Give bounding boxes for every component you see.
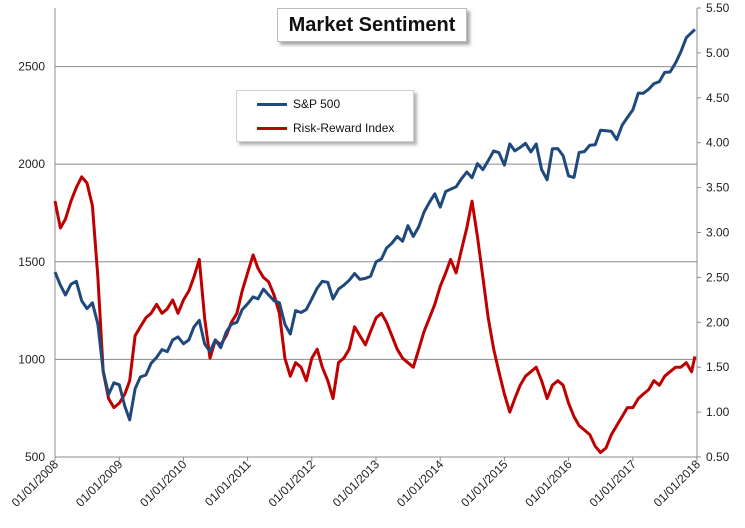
right-tick-label-5: 3.00 — [706, 226, 730, 240]
right-tick-label-8: 4.50 — [706, 91, 730, 105]
series-line-sp500 — [53, 28, 696, 422]
series-layer — [53, 28, 697, 454]
legend-label-sp500: S&P 500 — [293, 97, 341, 111]
x-tick-label-10: 01/01/2018 — [651, 457, 704, 510]
x-tick-label-2: 01/01/2010 — [137, 457, 190, 510]
x-tick-label-9: 01/01/2017 — [587, 457, 640, 510]
series-line-risk-reward — [53, 175, 697, 454]
legend-swatch-risk-reward — [257, 127, 287, 131]
left-tick-label-3: 2000 — [18, 157, 45, 171]
left-axis-ticks: 500 1000 1500 2000 2500 — [18, 60, 45, 464]
left-tick-label-4: 2500 — [18, 60, 45, 74]
x-tick-label-7: 01/01/2015 — [458, 457, 511, 510]
right-tick-label-2: 1.50 — [706, 360, 730, 374]
legend-swatch-sp500 — [257, 103, 287, 107]
x-tick-label-1: 01/01/2009 — [73, 457, 126, 510]
right-tick-label-7: 4.00 — [706, 136, 730, 150]
legend: S&P 500 Risk-Reward Index — [236, 90, 414, 142]
x-tick-label-0: 01/01/2008 — [9, 457, 62, 510]
right-tick-label-10: 5.50 — [706, 1, 730, 15]
right-tick-label-1: 1.00 — [706, 405, 730, 419]
x-tick-label-5: 01/01/2013 — [330, 457, 383, 510]
x-tick-label-6: 01/01/2014 — [394, 457, 447, 510]
right-tick-label-9: 5.00 — [706, 46, 730, 60]
legend-item-risk-reward: Risk-Reward Index — [257, 121, 394, 135]
legend-item-sp500: S&P 500 — [257, 97, 340, 111]
x-axis-ticks: 01/01/2008 01/01/2009 01/01/2010 01/01/2011… — [9, 457, 704, 510]
right-tick-label-3: 2.00 — [706, 315, 730, 329]
x-tick-label-3: 01/01/2011 — [202, 457, 254, 509]
x-tick-label-8: 01/01/2016 — [522, 457, 575, 510]
axes — [54, 8, 698, 458]
right-tick-label-6: 3.50 — [706, 181, 730, 195]
right-tick-label-0: 0.50 — [706, 450, 730, 464]
left-tick-label-0: 500 — [25, 450, 45, 464]
left-tick-label-2: 1500 — [18, 255, 45, 269]
left-tick-label-1: 1000 — [18, 352, 45, 366]
right-axis-ticks: 0.50 1.00 1.50 2.00 2.50 3.00 3.50 4.00 4.50 5.00… — [697, 1, 730, 464]
chart-title: Market Sentiment — [277, 8, 467, 42]
right-tick-label-4: 2.50 — [706, 270, 730, 284]
legend-label-risk-reward: Risk-Reward Index — [293, 121, 395, 135]
x-tick-label-4: 01/01/2012 — [266, 457, 319, 510]
